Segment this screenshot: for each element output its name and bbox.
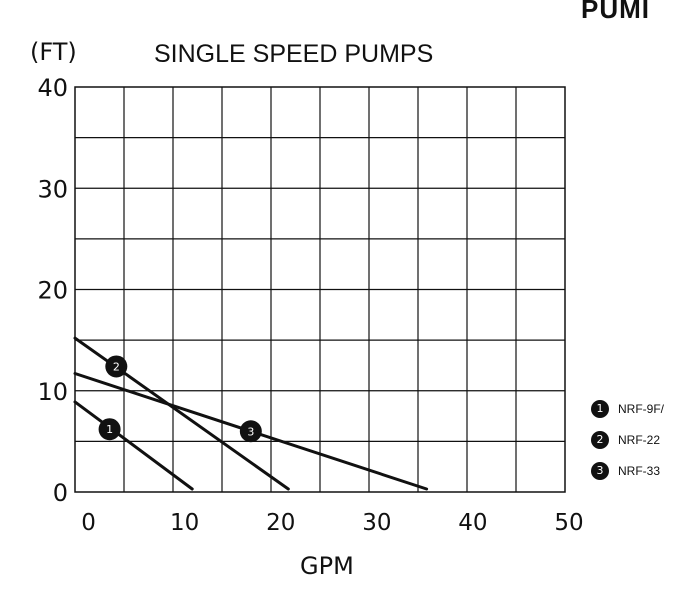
x-axis-label: GPM xyxy=(300,552,354,580)
curve-marker-badge xyxy=(105,355,128,378)
curve-marker-number: 3 xyxy=(247,425,254,438)
y-tick-label: 10 xyxy=(37,378,68,406)
y-tick-label: 30 xyxy=(37,175,68,203)
x-tick-label: 10 xyxy=(170,510,199,536)
curve-marker-1: 1 xyxy=(98,418,121,441)
x-tick-label: 40 xyxy=(458,510,487,536)
legend-label: NRF-9F/ xyxy=(618,402,664,416)
x-tick-label: 20 xyxy=(266,510,295,536)
x-tick-label: 30 xyxy=(362,510,391,536)
curve-marker-3: 3 xyxy=(239,420,262,443)
legend: 1 NRF-9F/2 NRF-22 3 NRF-33 xyxy=(591,399,664,492)
legend-item: 2 NRF-22 xyxy=(591,430,664,450)
page-header-fragment: PUMI xyxy=(581,0,650,24)
legend-marker-badge: 2 xyxy=(591,431,609,449)
curve-marker-badge xyxy=(98,418,121,441)
curve-marker-number: 2 xyxy=(113,360,120,373)
legend-marker-badge: 3 xyxy=(591,462,609,480)
curve-marker-number: 1 xyxy=(106,423,113,436)
y-tick-label: 40 xyxy=(37,74,68,102)
legend-label: NRF-33 xyxy=(618,464,661,478)
y-axis-unit-label: (FT) xyxy=(30,38,77,66)
x-tick-label: 0 xyxy=(81,510,96,536)
curve-marker-2: 2 xyxy=(105,355,128,378)
y-tick-label: 20 xyxy=(37,277,68,305)
legend-label: NRF-22 xyxy=(618,433,661,447)
legend-marker-badge: 1 xyxy=(591,400,609,418)
legend-item: 1 NRF-9F/ xyxy=(591,399,664,419)
curve-marker-badge xyxy=(239,420,262,443)
legend-item: 3 NRF-33 xyxy=(591,461,664,481)
chart-title: SINGLE SPEED PUMPS xyxy=(154,40,434,68)
x-tick-label: 50 xyxy=(554,510,583,536)
y-tick-label: 0 xyxy=(53,479,68,507)
series-line-1 xyxy=(73,400,194,491)
